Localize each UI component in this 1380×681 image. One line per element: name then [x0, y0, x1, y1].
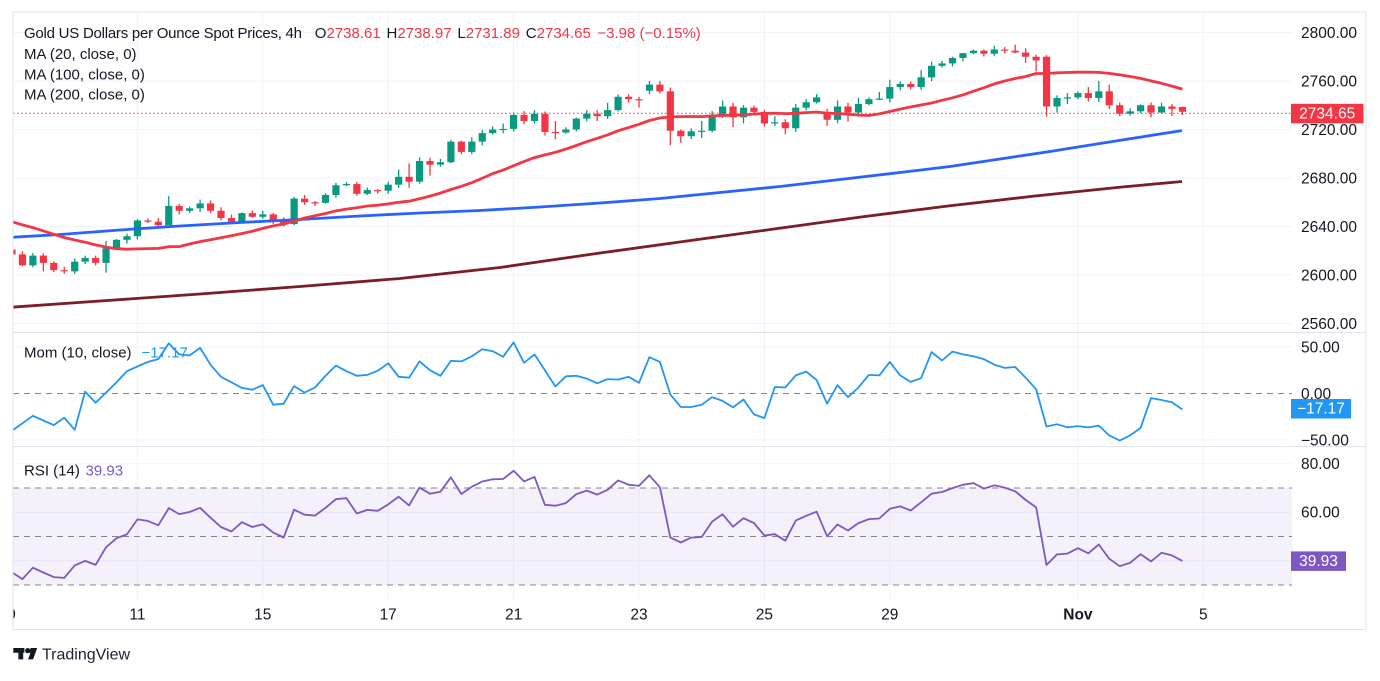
- svg-text:Gold US Dollars per Ounce Spot: Gold US Dollars per Ounce Spot Prices, 4…: [24, 25, 701, 42]
- svg-text:TradingView: TradingView: [42, 647, 130, 664]
- svg-text:MA (100, close, 0): MA (100, close, 0): [24, 66, 145, 83]
- svg-text:−50.00: −50.00: [1301, 432, 1349, 449]
- svg-text:60.00: 60.00: [1301, 505, 1340, 522]
- svg-text:2800.00: 2800.00: [1301, 25, 1357, 42]
- svg-text:23: 23: [630, 606, 647, 623]
- svg-text:5: 5: [1199, 606, 1208, 623]
- svg-text:29: 29: [881, 606, 898, 623]
- svg-text:9: 9: [7, 606, 16, 623]
- svg-text:Nov: Nov: [1063, 606, 1093, 623]
- svg-text:50.00: 50.00: [1301, 339, 1340, 356]
- svg-text:39.93: 39.93: [1299, 553, 1338, 570]
- svg-text:17: 17: [380, 606, 397, 623]
- svg-text:2760.00: 2760.00: [1301, 73, 1357, 90]
- svg-text:0.00: 0.00: [1301, 386, 1332, 403]
- svg-text:RSI (14)39.93: RSI (14) 39.93: [24, 463, 123, 480]
- svg-text:−17.17: −17.17: [1297, 401, 1345, 418]
- svg-text:2640.00: 2640.00: [1301, 219, 1357, 236]
- svg-text:2680.00: 2680.00: [1301, 170, 1357, 187]
- svg-text:MA (20, close, 0): MA (20, close, 0): [24, 46, 137, 63]
- svg-text:2720.00: 2720.00: [1301, 122, 1357, 139]
- svg-text:Mom (10, close)−17.17: Mom (10, close) −17.17: [24, 345, 188, 362]
- svg-text:2600.00: 2600.00: [1301, 267, 1357, 284]
- svg-text:2734.65: 2734.65: [1299, 106, 1355, 123]
- svg-text:15: 15: [254, 606, 271, 623]
- svg-text:80.00: 80.00: [1301, 456, 1340, 473]
- svg-text:21: 21: [505, 606, 522, 623]
- svg-text:MA (200, close, 0): MA (200, close, 0): [24, 87, 145, 104]
- svg-text:2560.00: 2560.00: [1301, 316, 1357, 333]
- svg-text:25: 25: [756, 606, 773, 623]
- svg-text:11: 11: [129, 606, 145, 623]
